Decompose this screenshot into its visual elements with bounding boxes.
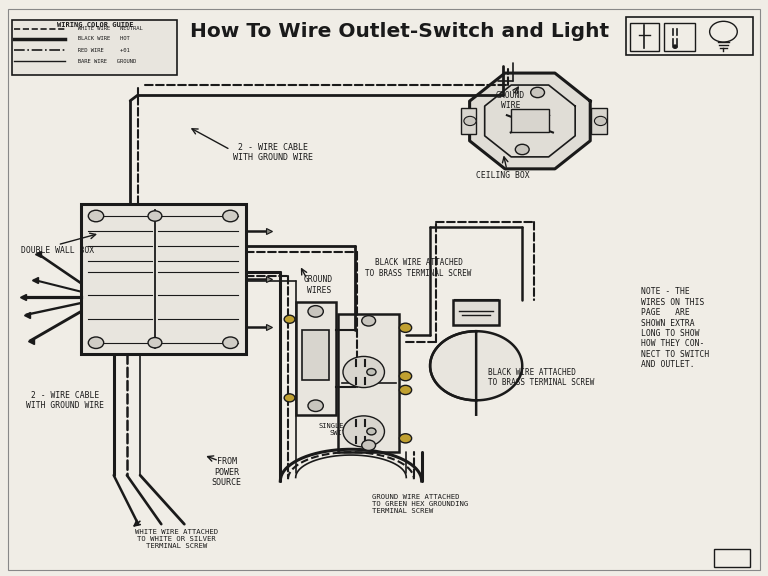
Circle shape (284, 315, 295, 323)
Text: BARE WIRE   GROUND: BARE WIRE GROUND (68, 59, 136, 63)
Bar (296, 302, 336, 415)
Bar (630, 23, 659, 51)
Text: CEILING BOX: CEILING BOX (476, 171, 530, 180)
Bar (461, 108, 476, 134)
Text: DOUBLE WALL BOX: DOUBLE WALL BOX (21, 246, 94, 255)
Circle shape (343, 357, 385, 388)
Text: WIRING COLOR GUIDE: WIRING COLOR GUIDE (58, 22, 134, 28)
Bar (511, 109, 549, 132)
Circle shape (223, 210, 238, 222)
Circle shape (88, 337, 104, 348)
Circle shape (710, 21, 737, 42)
Circle shape (399, 323, 412, 332)
Polygon shape (469, 73, 591, 169)
Text: NOTE - THE
WIRES ON THIS
PAGE   ARE
SHOWN EXTRA
LONG TO SHOW
HOW THEY CON-
NECT : NOTE - THE WIRES ON THIS PAGE ARE SHOWN … (641, 287, 710, 369)
Text: GROUND
WIRE: GROUND WIRE (496, 91, 525, 111)
Circle shape (367, 369, 376, 376)
Circle shape (673, 45, 677, 48)
Circle shape (148, 338, 162, 348)
Text: BLACK WIRE ATTACHED
TO BRASS TERMINAL SCREW: BLACK WIRE ATTACHED TO BRASS TERMINAL SC… (366, 258, 472, 278)
Bar (12, 20, 177, 75)
Circle shape (284, 394, 295, 402)
Text: 2 - WIRE CABLE
WITH GROUND WIRE: 2 - WIRE CABLE WITH GROUND WIRE (26, 391, 104, 410)
Text: SINGLE-POLE
SWITCH: SINGLE-POLE SWITCH (319, 423, 365, 435)
Polygon shape (430, 364, 522, 367)
Circle shape (308, 400, 323, 411)
Circle shape (515, 144, 529, 155)
Bar (338, 314, 399, 452)
Circle shape (88, 210, 104, 222)
Text: GROUND
WIRES: GROUND WIRES (304, 275, 333, 295)
Circle shape (594, 116, 607, 126)
Polygon shape (430, 331, 476, 415)
Text: 17: 17 (727, 556, 740, 567)
Circle shape (464, 116, 476, 126)
Circle shape (223, 337, 238, 348)
Text: WHITE WIRE   NEUTRAL: WHITE WIRE NEUTRAL (68, 26, 142, 31)
Text: WHITE WIRE ATTACHED
TO WHITE OR SILVER
TERMINAL SCREW: WHITE WIRE ATTACHED TO WHITE OR SILVER T… (135, 529, 218, 548)
Text: FROM
POWER
SOURCE: FROM POWER SOURCE (211, 457, 242, 487)
Circle shape (399, 372, 412, 381)
Circle shape (362, 440, 376, 450)
Circle shape (399, 385, 412, 395)
Bar (81, 204, 246, 354)
Text: BLACK WIRE   HOT: BLACK WIRE HOT (68, 36, 129, 41)
Polygon shape (430, 331, 522, 400)
Text: GROUND WIRE ATTACHED
TO GREEN HEX GROUNDING
TERMINAL SCREW: GROUND WIRE ATTACHED TO GREEN HEX GROUND… (372, 494, 468, 514)
Circle shape (148, 211, 162, 221)
Text: How To Wire Outlet-Switch and Light: How To Wire Outlet-Switch and Light (190, 22, 609, 41)
Circle shape (308, 306, 323, 317)
Bar (626, 17, 753, 55)
Circle shape (531, 87, 545, 98)
Bar (591, 108, 607, 134)
Bar (302, 329, 329, 380)
Text: RED WIRE     +01: RED WIRE +01 (68, 48, 129, 52)
Circle shape (399, 434, 412, 443)
Circle shape (367, 428, 376, 435)
Text: BLACK WIRE ATTACHED
TO BRASS TERMINAL SCREW: BLACK WIRE ATTACHED TO BRASS TERMINAL SC… (488, 367, 594, 387)
Bar (664, 23, 695, 51)
Text: 2 - WIRE CABLE
WITH GROUND WIRE: 2 - WIRE CABLE WITH GROUND WIRE (233, 143, 313, 162)
Circle shape (362, 316, 376, 326)
Circle shape (343, 416, 385, 447)
Bar (453, 300, 499, 325)
Bar (714, 549, 750, 567)
